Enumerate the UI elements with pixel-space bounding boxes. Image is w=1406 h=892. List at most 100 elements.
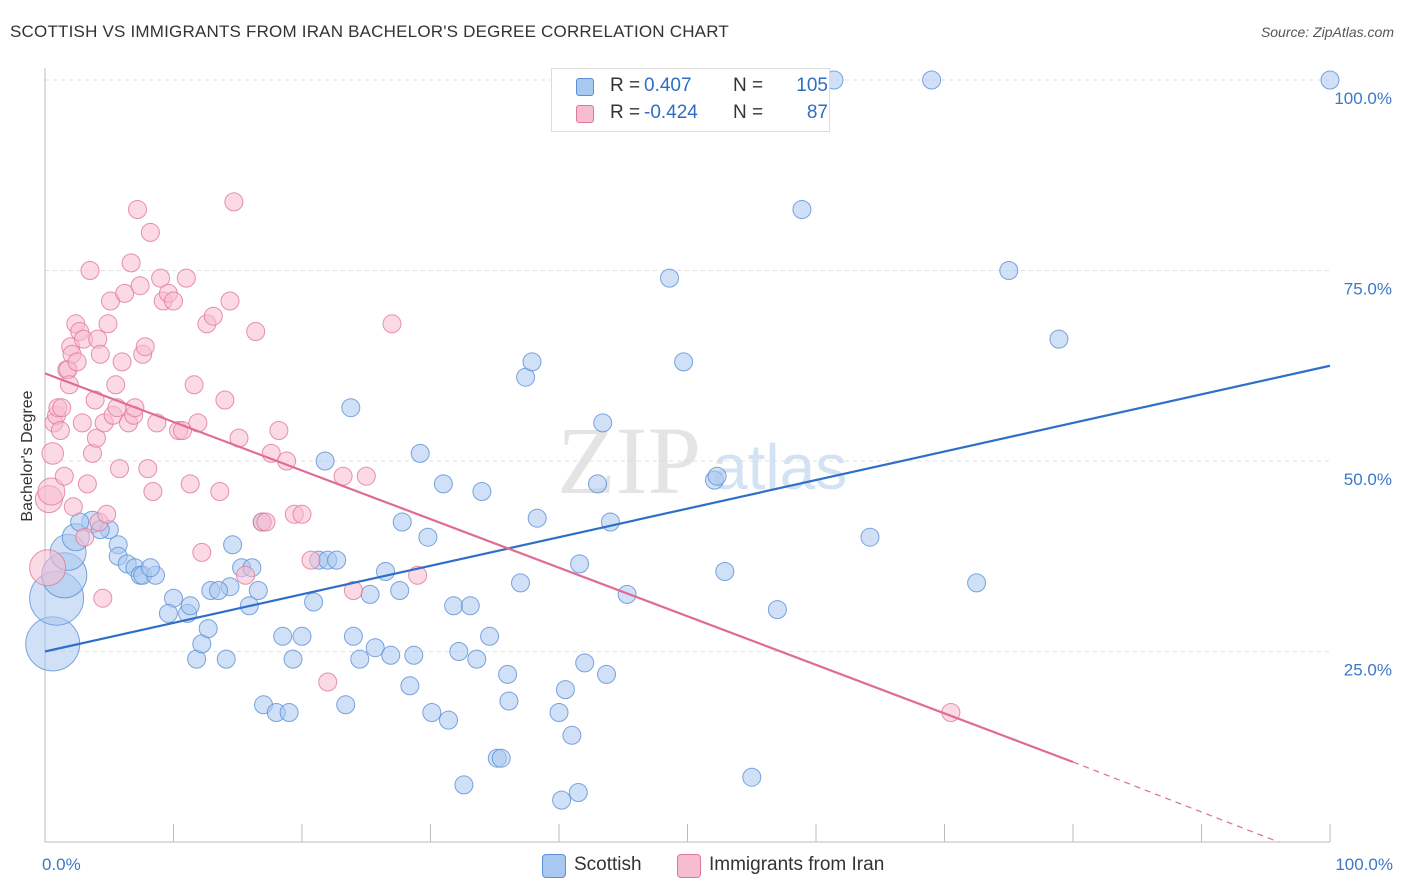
watermark-zip: ZIP [557,407,701,514]
iran-point [246,322,266,341]
iran-point [203,306,223,326]
x-tick-label: 100.0% [1335,855,1393,874]
scottish-point [449,642,469,661]
iran-point [138,459,158,479]
scottish-point [336,695,356,715]
scottish-point [498,664,518,684]
scottish-point [433,474,453,494]
iran-point [143,482,163,501]
scottish-point [365,638,385,658]
iran-point [192,542,212,562]
y-tick-label: 25.0% [1344,661,1392,680]
scottish-point [467,649,487,669]
scottish-point [562,725,582,745]
iran-point [140,222,160,242]
scottish-point [216,649,236,669]
scottish-point [223,535,243,555]
iran-point [135,337,155,357]
iran-point [176,268,196,288]
iran-point [408,565,428,585]
legend-r-value: -0.424 [644,102,698,123]
scottish-point [472,482,492,501]
scottish-point [283,649,303,669]
scottish-point [454,775,474,795]
chart-title: SCOTTISH VS IMMIGRANTS FROM IRAN BACHELO… [10,22,729,41]
scottish-point [410,443,430,463]
iran-point [382,314,402,334]
iran-point [93,588,113,608]
legend-n-label: N = [733,75,764,96]
iran-point [151,268,171,288]
scottish-point [279,703,299,722]
iran-point [301,550,321,570]
iran-point [292,504,312,524]
iran-point [50,421,70,440]
correlation-legend: R = 0.407 N = 105 R = -0.424 N = 87 [551,68,830,132]
scottish-point [999,261,1019,280]
iran-trend-line [44,372,1074,764]
scottish-point [273,626,293,646]
y-tick-label: 75.0% [1344,280,1392,299]
scottish-point [350,649,370,669]
legend-swatch-iran [576,105,594,123]
legend-label-iran: Immigrants from Iran [709,854,885,875]
scottish-point [1049,329,1069,349]
scottish-point [439,710,458,730]
iran-point [184,375,204,395]
iran-point [164,291,183,311]
scottish-point [597,664,616,684]
iran-point [110,459,129,479]
source-credit: Source: ZipAtlas.com [1260,24,1394,40]
scottish-point [460,596,480,616]
iran-point [41,442,65,465]
iran-point [86,428,106,448]
y-tick-label: 50.0% [1344,470,1392,489]
iran-point [106,375,126,395]
iran-point [63,497,83,517]
scottish-point [404,645,424,665]
legend-r-label: R = [610,102,641,123]
scottish-point [390,581,410,600]
iran-point [90,344,110,364]
scottish-point [392,512,412,532]
iran-point [128,200,147,219]
scottish-point [967,573,987,593]
scottish-trend-line [44,364,1331,653]
watermark-atlas: atlas [712,431,847,503]
scottish-point [575,653,595,673]
iran-point [220,291,240,311]
iran-point [210,482,230,501]
scottish-point [444,596,464,616]
iran-point [72,413,92,433]
scottish-point [922,70,942,90]
scottish-point [600,512,620,532]
scottish-point [304,592,324,612]
legend-label-scottish: Scottish [574,854,642,875]
scottish-point [522,352,542,372]
iran-point [67,352,87,372]
iran-point [356,466,376,486]
iran-point [343,581,363,600]
scottish-point [315,451,335,471]
scottish-point [767,600,787,620]
legend-swatch-scottish [576,78,594,96]
iran-point [256,512,276,532]
scottish-point [209,581,228,600]
iran-point [29,549,67,587]
scottish-point [660,268,679,288]
iran-point [85,390,105,410]
scottish-point [715,562,735,581]
iran-trend-extension [1072,761,1279,843]
scottish-point [555,680,575,700]
scottish-point [860,527,880,547]
iran-point [52,398,72,418]
scottish-point [343,626,363,646]
legend-n-label: N = [733,102,764,123]
scottish-point [480,626,500,646]
iran-point [112,352,132,372]
scottish-point [549,703,569,722]
scottish-point [140,558,160,578]
scottish-point [422,703,442,722]
iran-point [269,421,289,440]
